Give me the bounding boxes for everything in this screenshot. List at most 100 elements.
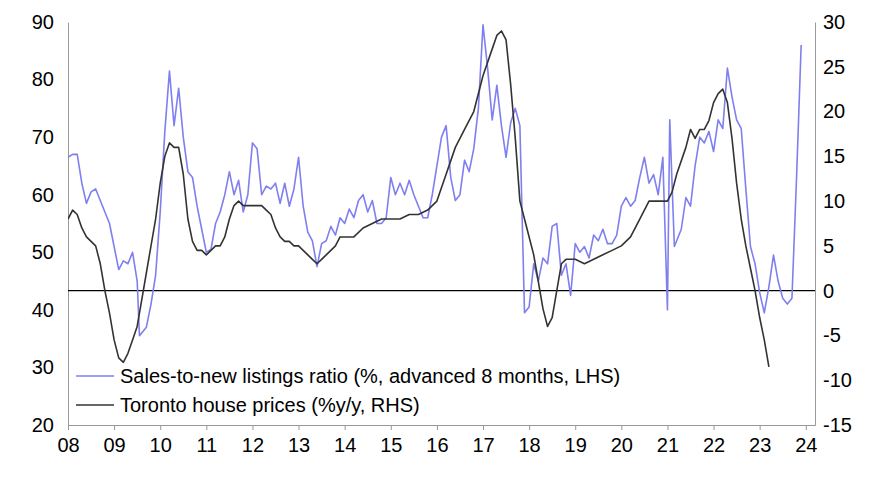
tick: 40 — [32, 299, 68, 321]
tick: 22 — [703, 425, 725, 456]
tick-mark — [667, 425, 668, 430]
tick-label: 13 — [288, 434, 310, 456]
tick-mark — [575, 425, 576, 430]
tick-label: 18 — [518, 434, 540, 456]
tick-mark — [760, 425, 761, 430]
y2-axis: -15 -10 -5 0 5 10 15 20 25 30 — [815, 11, 852, 436]
tick-label: 90 — [32, 11, 54, 33]
tick-label: 14 — [334, 434, 356, 456]
tick-label: 10 — [823, 190, 845, 212]
tick-mark — [714, 425, 715, 430]
tick: 90 — [32, 11, 68, 33]
tick-label: 20 — [611, 434, 633, 456]
tick: -5 — [815, 324, 841, 346]
tick-label: 30 — [32, 356, 54, 378]
tick: 20 — [815, 100, 845, 122]
chart: 08 09 10 11 12 13 14 15 16 17 18 19 20 21 22 23 24 20 30 40… — [0, 0, 872, 483]
tick-label: 22 — [703, 434, 725, 456]
tick-mark — [621, 425, 622, 430]
tick: 12 — [242, 425, 264, 456]
tick-label: 0 — [823, 280, 834, 302]
tick-label: 5 — [823, 235, 834, 257]
tick-mark — [299, 425, 300, 430]
tick-label: 19 — [565, 434, 587, 456]
tick: 13 — [288, 425, 310, 456]
legend: Sales-to-new listings ratio (%, advanced… — [76, 365, 620, 416]
y-axis: 20 30 40 50 60 70 80 90 — [32, 11, 69, 436]
tick: 80 — [32, 68, 68, 90]
tick: 16 — [426, 425, 448, 456]
tick: 09 — [103, 425, 125, 456]
tick: 70 — [32, 126, 68, 148]
tick-label: 15 — [380, 434, 402, 456]
tick-label: 15 — [823, 145, 845, 167]
tick-label: 20 — [823, 100, 845, 122]
axis-line — [69, 425, 816, 426]
tick: 17 — [472, 425, 494, 456]
axis-line — [68, 23, 69, 426]
tick-mark — [391, 425, 392, 430]
tick-label: -10 — [823, 369, 852, 391]
tick: 25 — [815, 56, 845, 78]
tick: 21 — [657, 425, 679, 456]
tick-label: 50 — [32, 241, 54, 263]
tick-mark — [437, 425, 438, 430]
tick: 23 — [749, 425, 771, 456]
legend-swatch — [76, 375, 114, 377]
series-line — [68, 31, 769, 367]
tick-label: 12 — [242, 434, 264, 456]
tick-label: 30 — [823, 11, 845, 33]
series-line — [68, 25, 801, 336]
axis-line — [815, 23, 816, 426]
tick: 30 — [815, 11, 845, 33]
tick: 0 — [815, 280, 834, 302]
legend-swatch — [76, 404, 114, 406]
tick: 18 — [518, 425, 540, 456]
tick: 50 — [32, 241, 68, 263]
tick-label: 21 — [657, 434, 679, 456]
tick: 30 — [32, 356, 68, 378]
tick-label: 16 — [426, 434, 448, 456]
legend-label: Toronto house prices (%y/y, RHS) — [120, 394, 420, 416]
tick: 10 — [150, 425, 172, 456]
plot: 08 09 10 11 12 13 14 15 16 17 18 19 20 21 22 23 24 20 30 40… — [32, 11, 852, 456]
tick: 15 — [815, 145, 845, 167]
tick: -10 — [815, 369, 852, 391]
tick-label: 23 — [749, 434, 771, 456]
tick-label: 60 — [32, 184, 54, 206]
zero-line — [68, 290, 815, 291]
tick-mark — [114, 425, 115, 430]
tick-label: 24 — [795, 434, 817, 456]
tick-mark — [345, 425, 346, 430]
tick-mark — [483, 425, 484, 430]
tick-label: 25 — [823, 56, 845, 78]
tick: 5 — [815, 235, 834, 257]
tick: 19 — [565, 425, 587, 456]
tick: 60 — [32, 184, 68, 206]
tick: -15 — [815, 414, 852, 436]
tick-label: 20 — [32, 414, 54, 436]
tick-mark — [529, 425, 530, 430]
series-group — [68, 25, 801, 367]
tick: 10 — [815, 190, 845, 212]
tick-mark — [206, 425, 207, 430]
tick-label: 08 — [57, 434, 79, 456]
tick-mark — [160, 425, 161, 430]
tick: 11 — [196, 425, 217, 456]
tick: 15 — [380, 425, 402, 456]
tick: 20 — [32, 414, 68, 436]
tick-label: 11 — [196, 434, 217, 456]
tick: 20 — [611, 425, 633, 456]
tick-label: 10 — [150, 434, 172, 456]
legend-label: Sales-to-new listings ratio (%, advanced… — [120, 365, 620, 387]
tick-mark — [806, 425, 807, 430]
tick-mark — [68, 425, 69, 430]
tick: 24 — [795, 425, 817, 456]
tick-label: 80 — [32, 68, 54, 90]
tick-label: -15 — [823, 414, 852, 436]
tick-label: 40 — [32, 299, 54, 321]
tick: 08 — [57, 425, 79, 456]
tick-label: 17 — [472, 434, 494, 456]
x-axis: 08 09 10 11 12 13 14 15 16 17 18 19 20 21 22 23 24 — [57, 425, 817, 456]
tick-mark — [252, 425, 253, 430]
